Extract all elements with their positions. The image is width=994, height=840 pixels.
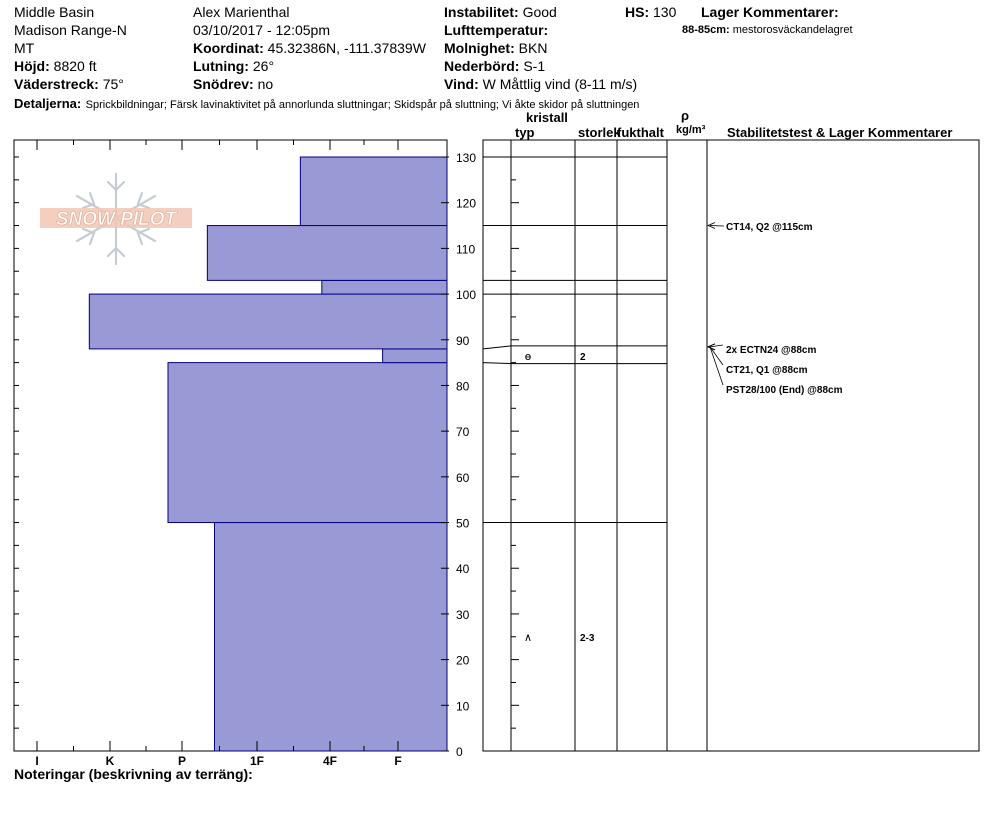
notes-label: Noteringar (beskrivning av terräng): (14, 766, 253, 782)
hs-value: 130 (653, 4, 677, 20)
depth-tick-label: 50 (456, 517, 470, 531)
sky-label: Molnighet: (444, 40, 515, 56)
crystal-size: 2 (580, 352, 586, 363)
slope-label: Lutning: (193, 58, 249, 74)
hardness-bar (213, 522, 448, 752)
sky-value: BKN (518, 40, 548, 56)
hardness-bar (167, 362, 448, 524)
elevation-row: Höjd: 8820 ft (14, 59, 96, 73)
layer-comment-row: 88-85cm: mestorosväckandelagret (682, 25, 853, 36)
air-temp-label: Lufttemperatur: (444, 22, 549, 38)
blowing-snow-label: Snödrev: (193, 76, 254, 92)
crystal-header: kristall (526, 110, 568, 125)
depth-tick-label: 90 (456, 334, 470, 348)
snowpilot-logo: SNOW PILOT (40, 172, 192, 266)
instability-label: Instabilitet: (444, 4, 519, 20)
wind-value: W Måttlig vind (8-11 m/s) (482, 76, 638, 92)
layer-comment-range: 88-85cm: (682, 24, 730, 36)
stability-test-label: CT21, Q1 @88cm (726, 365, 808, 376)
stability-test-arrow (706, 343, 716, 351)
hardness-label: P (178, 754, 186, 768)
stability-header: Stabilitetstest & Lager Kommentarer (727, 125, 953, 140)
stability-test-leader (709, 344, 724, 348)
depth-tick-label: 110 (456, 242, 475, 256)
layer-boundary-connector (482, 362, 512, 365)
depth-tick-label: 130 (456, 151, 476, 165)
aspect-row: Väderstreck: 75° (14, 77, 124, 91)
hardness-bar (321, 279, 448, 295)
observer: Alex Marienthal (193, 4, 290, 20)
depth-tick-label: 80 (456, 379, 470, 393)
stability-test-label: CT14, Q2 @115cm (726, 222, 813, 233)
logo-text: SNOW PILOT (56, 209, 178, 230)
coord-label: Koordinat: (193, 40, 264, 56)
elevation-value: 8820 ft (53, 58, 97, 74)
hardness-bar (88, 293, 448, 350)
state: MT (14, 40, 35, 56)
hardness-label: K (106, 754, 115, 768)
wind-row: Vind: W Måttlig vind (8-11 m/s) (444, 77, 637, 91)
hardness-label: 4F (323, 754, 337, 768)
precip-label: Nederbörd: (444, 58, 520, 74)
hardness-bar (299, 156, 448, 227)
hardness-bar (382, 348, 448, 364)
stability-test-label: 2x ECTN24 @88cm (726, 345, 816, 356)
slope-row: Lutning: 26° (193, 59, 274, 73)
depth-tick-label: 30 (456, 608, 470, 622)
blowing-snow-value: no (257, 76, 274, 92)
coord-value: 45.32386N, -111.37839W (267, 40, 426, 56)
aspect-value: 75° (102, 76, 124, 92)
hs-label: HS: (625, 4, 650, 20)
instability-value: Good (522, 4, 557, 20)
hardness-bar (206, 225, 448, 281)
blowing-snow-row: Snödrev: no (193, 77, 273, 91)
details-row: Detaljerna: Sprickbildningar; Färsk lavi… (14, 96, 639, 112)
size-header: storlek (578, 125, 621, 140)
aspect-label: Väderstreck: (14, 76, 99, 92)
layer-comment-text: mestorosväckandelagret (732, 24, 853, 36)
rho-header: ρ (681, 108, 690, 123)
hardness-label: F (394, 754, 401, 768)
wind-label: Vind: (444, 76, 479, 92)
datetime: 03/10/2017 - 12:05pm (193, 22, 330, 38)
layer-table-frame (482, 139, 980, 752)
depth-tick-label: 100 (456, 288, 476, 302)
layer-boundary-connector (482, 345, 512, 350)
precip-value: S-1 (523, 58, 546, 74)
depth-tick-label: 40 (456, 562, 470, 576)
depth-tick-label: 0 (456, 745, 463, 759)
depth-tick-label: 10 (456, 699, 470, 713)
moisture-header: fukthalt (617, 125, 664, 140)
instability-row: Instabilitet: Good (444, 5, 557, 19)
details-value: Sprickbildningar; Färsk lavinaktivitet p… (85, 99, 640, 111)
range: Madison Range-N (14, 22, 127, 38)
depth-tick-label: 120 (456, 197, 476, 211)
layer-comments-label: Lager Kommentarer: (701, 4, 839, 20)
hardness-label: I (35, 754, 38, 768)
depth-tick-label: 60 (456, 471, 470, 485)
precip-row: Nederbörd: S-1 (444, 59, 545, 73)
depth-tick-label: 20 (456, 654, 470, 668)
stability-test-leader (709, 346, 724, 386)
coord-row: Koordinat: 45.32386N, -111.37839W (193, 41, 426, 55)
crystal-type-symbol: ∧ (524, 631, 532, 644)
crystal-size: 2-3 (580, 633, 595, 644)
location: Middle Basin (14, 4, 95, 20)
density-unit-header: kg/m³ (676, 124, 706, 136)
depth-tick-label: 70 (456, 425, 470, 439)
stability-test-arrow (706, 222, 716, 229)
hs-row: HS: 130 (625, 5, 676, 19)
stability-test-leader (709, 346, 724, 366)
slope-value: 26° (252, 58, 275, 74)
elevation-label: Höjd: (14, 58, 50, 74)
type-header: typ (515, 125, 535, 140)
crystal-type-symbol: ɵ (525, 350, 532, 363)
details-label: Detaljerna: (14, 96, 82, 111)
hardness-label: 1F (250, 754, 264, 768)
sky-row: Molnighet: BKN (444, 41, 547, 55)
stability-test-label: PST28/100 (End) @88cm (726, 385, 843, 396)
